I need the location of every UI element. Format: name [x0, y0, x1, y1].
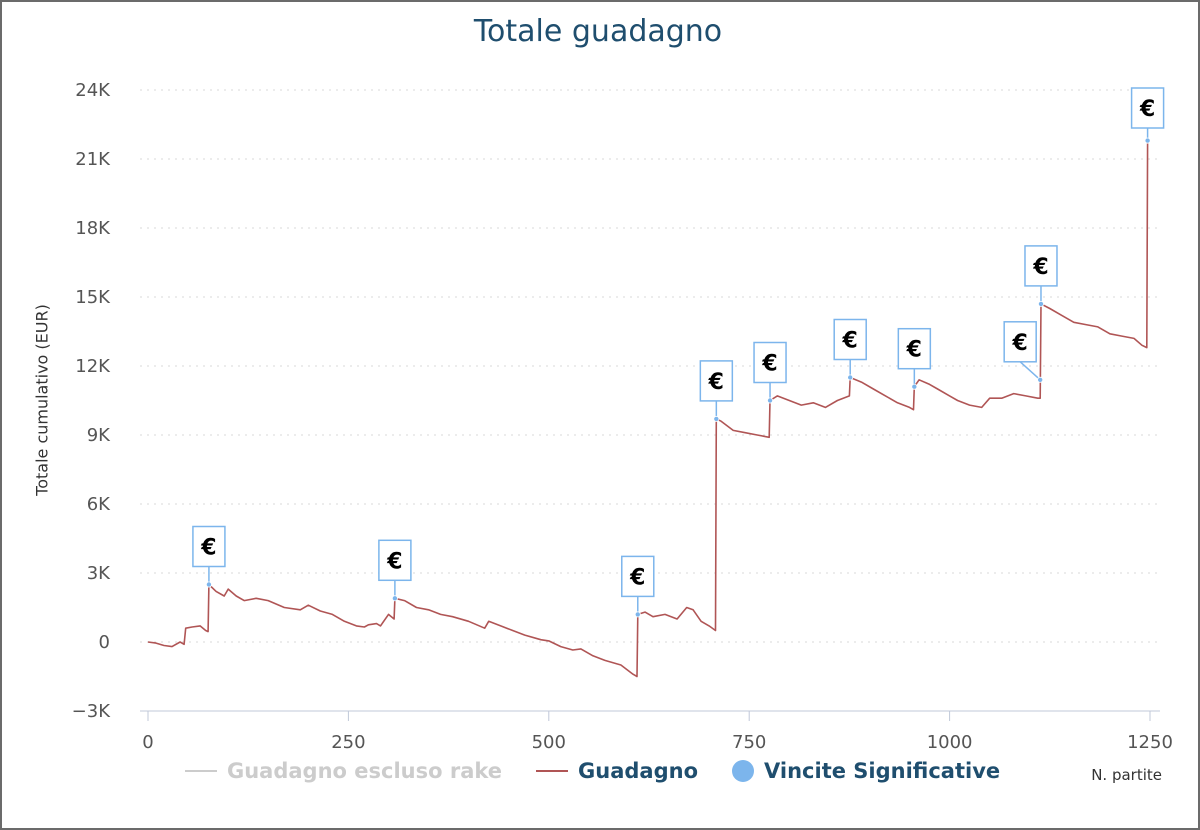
euro-icon: €: [842, 329, 858, 354]
euro-icon: €: [629, 565, 645, 590]
euro-icon: €: [906, 338, 922, 363]
euro-icon: €: [1032, 255, 1048, 280]
win-flag-box: [1024, 245, 1058, 287]
win-point: [911, 383, 918, 390]
y-tick-label: 15K: [75, 287, 111, 308]
win-flag-box: [378, 539, 412, 582]
win-point: [1037, 376, 1044, 383]
y-tick-label: 0: [99, 632, 110, 653]
y-tick-label: 3K: [87, 563, 111, 584]
win-flag-box: [833, 318, 867, 361]
win-point: [847, 374, 854, 381]
x-tick-label: 1250: [1127, 732, 1173, 753]
win-point: [391, 595, 398, 602]
legend-item-vincite-significative[interactable]: Vincite Significative: [732, 759, 1000, 783]
y-tick-label: 6K: [87, 494, 111, 515]
win-flag-box: [1003, 321, 1037, 363]
win-point: [205, 581, 212, 588]
euro-icon: €: [200, 536, 216, 561]
chart-title: Totale guadagno: [473, 14, 723, 49]
euro-icon: €: [386, 549, 402, 574]
x-tick-label: 750: [732, 732, 766, 753]
euro-icon: €: [1012, 331, 1028, 356]
legend-label: Vincite Significative: [764, 759, 1001, 783]
y-tick-label: 9K: [87, 425, 111, 446]
y-tick-label: 12K: [75, 356, 111, 377]
y-tick-label: 21K: [75, 149, 111, 170]
legend-label: Guadagno: [578, 759, 699, 783]
win-flag-connector: [1019, 361, 1041, 381]
win-flag-box: [1130, 87, 1165, 129]
win-flag-box: [753, 341, 787, 384]
win-point: [1037, 300, 1044, 307]
legend: Guadagno escluso rake Guadagno Vincite S…: [185, 754, 1000, 788]
legend-line-icon: [536, 770, 569, 772]
win-point: [713, 415, 720, 422]
series-line-guadagno: [147, 140, 1149, 678]
legend-item-guadagno[interactable]: Guadagno: [536, 759, 698, 783]
win-flag-box: [192, 525, 226, 568]
win-point: [1144, 137, 1151, 144]
euro-icon: €: [761, 352, 777, 377]
legend-item-guadagno-escluso-rake[interactable]: Guadagno escluso rake: [185, 759, 502, 783]
win-flag-box: [621, 555, 655, 598]
win-flag-box: [699, 360, 734, 402]
x-axis-label: N. partite: [1091, 766, 1162, 784]
y-tick-label: 18K: [75, 218, 111, 239]
win-point: [634, 611, 641, 618]
euro-icon: €: [1139, 97, 1155, 122]
x-tick-label: 0: [142, 732, 153, 753]
win-point: [767, 397, 774, 404]
x-tick-label: 250: [331, 732, 365, 753]
win-flag-box: [897, 327, 932, 370]
y-tick-label: −3K: [72, 701, 112, 722]
legend-line-icon: [185, 770, 217, 772]
x-tick-label: 1000: [927, 732, 973, 753]
legend-label: Guadagno escluso rake: [227, 759, 503, 783]
y-tick-label: 24K: [75, 80, 111, 101]
legend-dot-icon: [732, 760, 755, 782]
euro-icon: €: [708, 370, 724, 395]
x-tick-label: 500: [532, 732, 566, 753]
